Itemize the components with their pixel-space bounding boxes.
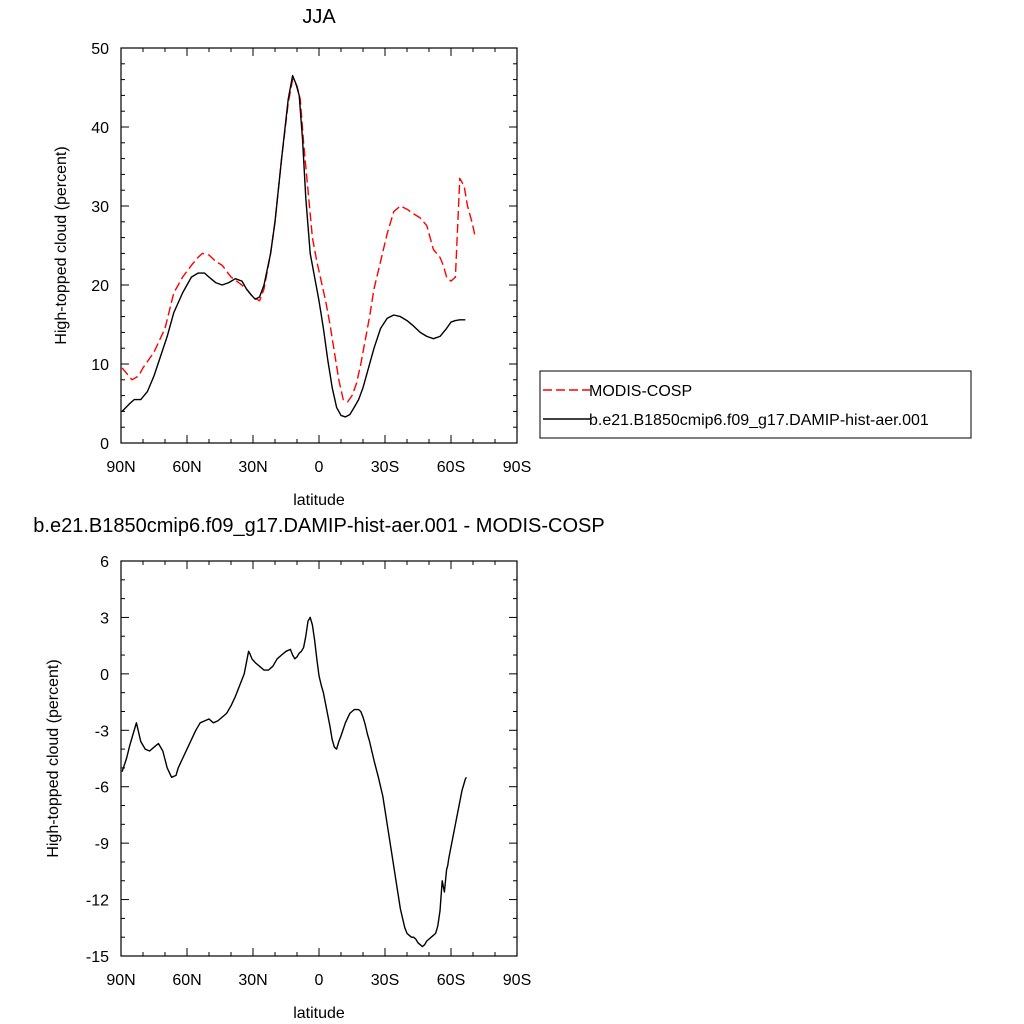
x-tick-label: 60N — [172, 459, 201, 476]
y-tick-label: -6 — [95, 780, 109, 797]
chart-title: b.e21.B1850cmip6.f09_g17.DAMIP-hist-aer.… — [33, 515, 604, 537]
y-tick-label: 3 — [100, 610, 109, 627]
difference-chart: b.e21.B1850cmip6.f09_g17.DAMIP-hist-aer.… — [33, 515, 604, 1022]
legend-entry: b.e21.B1850cmip6.f09_g17.DAMIP-hist-aer.… — [589, 412, 929, 429]
y-tick-label: -12 — [86, 893, 109, 910]
plot-frame — [120, 47, 518, 444]
y-tick-label: 20 — [91, 278, 109, 295]
x-tick-label: 90S — [503, 459, 531, 476]
legend: MODIS-COSP b.e21.B1850cmip6.f09_g17.DAMIP… — [539, 370, 972, 439]
y-tick-label: 10 — [91, 357, 109, 374]
x-tick-label: 60N — [172, 972, 201, 989]
y-axis-title: High-topped cloud (percent) — [45, 659, 62, 857]
y-tick-label: 50 — [91, 41, 109, 58]
y-tick-label: -15 — [86, 949, 109, 966]
y-tick-label: -3 — [95, 723, 109, 740]
modis-cosp-line — [121, 78, 476, 403]
chart-title: JJA — [302, 6, 336, 28]
model-line — [121, 74, 466, 418]
x-tick-label: 30N — [238, 972, 267, 989]
x-tick-label: 90N — [106, 972, 135, 989]
legend-box — [539, 370, 972, 439]
x-tick-label: 60S — [437, 459, 465, 476]
model-line — [121, 616, 468, 948]
x-tick-label: 90S — [503, 972, 531, 989]
x-tick-label: 90N — [106, 459, 135, 476]
x-axis-title: latitude — [293, 1005, 345, 1022]
legend-entry: MODIS-COSP — [589, 383, 692, 400]
y-tick-label: -9 — [95, 836, 109, 853]
x-tick-label: 30N — [238, 459, 267, 476]
top-chart: JJA 90N 60N 30N 0 30S 60S 90S 0 10 20 30 40 50 latitud… — [53, 6, 531, 509]
y-tick-label: 30 — [91, 199, 109, 216]
x-tick-label: 30S — [371, 459, 399, 476]
plot-frame — [120, 560, 518, 957]
y-axis-title: High-topped cloud (percent) — [53, 146, 70, 344]
y-tick-label: 0 — [100, 436, 109, 453]
x-tick-label: 0 — [315, 972, 324, 989]
y-tick-label: 0 — [100, 667, 109, 684]
x-tick-label: 30S — [371, 972, 399, 989]
x-axis-title: latitude — [293, 492, 345, 509]
y-tick-label: 6 — [100, 554, 109, 571]
x-tick-label: 60S — [437, 972, 465, 989]
y-tick-label: 40 — [91, 120, 109, 137]
x-tick-label: 0 — [315, 459, 324, 476]
